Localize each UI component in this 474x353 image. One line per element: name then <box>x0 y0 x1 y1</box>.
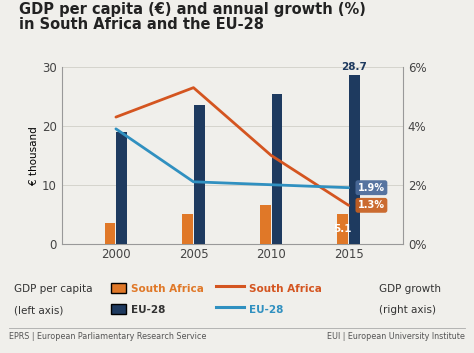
Bar <box>105 223 115 244</box>
Text: 1.3%: 1.3% <box>358 201 385 210</box>
Y-axis label: € thousand: € thousand <box>29 126 39 185</box>
Text: (left axis): (left axis) <box>14 305 64 315</box>
Bar <box>272 94 282 244</box>
Bar <box>117 132 127 244</box>
Bar <box>194 105 205 244</box>
Text: 1.9%: 1.9% <box>358 183 385 193</box>
Text: 5.1: 5.1 <box>334 223 352 234</box>
Text: South Africa: South Africa <box>249 284 322 294</box>
Text: EUI | European University Institute: EUI | European University Institute <box>327 332 465 341</box>
Bar <box>349 75 360 244</box>
Text: 28.7: 28.7 <box>341 62 367 72</box>
Text: South Africa: South Africa <box>131 284 204 294</box>
Text: in South Africa and the EU-28: in South Africa and the EU-28 <box>19 17 264 32</box>
Text: GDP growth: GDP growth <box>379 284 441 294</box>
Bar <box>337 214 348 244</box>
Text: EPRS | European Parliamentary Research Service: EPRS | European Parliamentary Research S… <box>9 332 207 341</box>
Text: GDP per capita (€) and annual growth (%): GDP per capita (€) and annual growth (%) <box>19 2 366 17</box>
Text: EU-28: EU-28 <box>131 305 166 315</box>
Text: (right axis): (right axis) <box>379 305 436 315</box>
Text: EU-28: EU-28 <box>249 305 283 315</box>
Text: GDP per capita: GDP per capita <box>14 284 93 294</box>
Bar <box>260 205 271 244</box>
Bar <box>182 214 193 244</box>
